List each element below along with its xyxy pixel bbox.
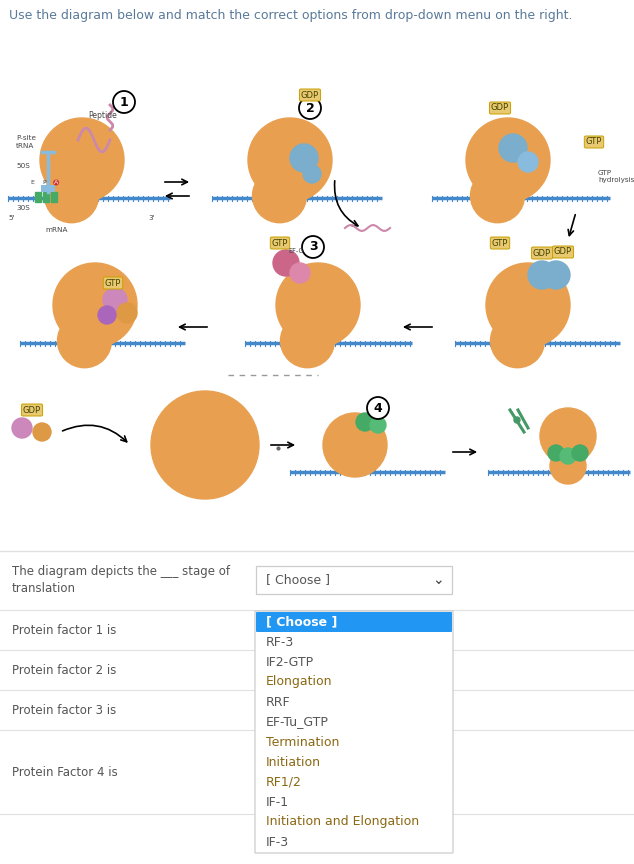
Text: mRNA: mRNA — [45, 227, 67, 233]
FancyBboxPatch shape — [256, 612, 452, 632]
Text: Use the diagram below and match the correct options from drop-down menu on the r: Use the diagram below and match the corr… — [10, 9, 573, 22]
Circle shape — [58, 314, 112, 368]
Circle shape — [370, 417, 386, 433]
Text: GTP: GTP — [105, 278, 121, 288]
Circle shape — [151, 391, 259, 499]
Circle shape — [290, 144, 318, 172]
Circle shape — [548, 445, 564, 461]
Text: 3: 3 — [309, 240, 317, 253]
Circle shape — [486, 263, 570, 347]
Circle shape — [367, 397, 389, 419]
Circle shape — [44, 168, 98, 223]
Text: GTP: GTP — [272, 238, 288, 247]
Text: E: E — [30, 180, 34, 185]
Text: [ Choose ]: [ Choose ] — [266, 766, 330, 778]
Circle shape — [323, 413, 387, 477]
Circle shape — [103, 288, 127, 312]
Text: IF2-GTP: IF2-GTP — [266, 656, 314, 669]
Circle shape — [356, 413, 374, 431]
Circle shape — [572, 445, 588, 461]
Text: RF1/2: RF1/2 — [266, 776, 302, 789]
Circle shape — [514, 417, 520, 423]
Text: Initiation and Elongation: Initiation and Elongation — [266, 816, 419, 829]
Text: GDP: GDP — [23, 405, 41, 415]
Text: Protein factor 3 is: Protein factor 3 is — [12, 703, 116, 716]
Circle shape — [299, 97, 321, 119]
Text: Peptide: Peptide — [88, 111, 117, 120]
Text: GTP
hydrolysis: GTP hydrolysis — [598, 170, 634, 183]
Circle shape — [117, 303, 137, 323]
Text: Termination: Termination — [266, 735, 339, 748]
Circle shape — [528, 261, 556, 289]
Text: GDP: GDP — [533, 249, 551, 257]
Text: 1: 1 — [120, 96, 128, 109]
Bar — [51, 192, 57, 202]
Text: EF-G: EF-G — [288, 248, 304, 254]
Text: 2: 2 — [306, 101, 314, 115]
Text: GDP: GDP — [301, 91, 319, 99]
Circle shape — [248, 118, 332, 202]
Circle shape — [273, 250, 299, 276]
Text: A: A — [54, 180, 58, 185]
Text: IF-3: IF-3 — [266, 835, 289, 848]
Text: GTP: GTP — [586, 137, 602, 147]
Text: Elongation: Elongation — [266, 676, 332, 689]
Bar — [35, 192, 41, 202]
Circle shape — [550, 448, 586, 484]
Circle shape — [53, 263, 137, 347]
Circle shape — [518, 152, 538, 172]
Text: Protein factor 1 is: Protein factor 1 is — [12, 624, 117, 637]
Circle shape — [40, 118, 124, 202]
Text: 3': 3' — [148, 215, 155, 221]
Circle shape — [499, 134, 527, 162]
Circle shape — [252, 168, 306, 223]
Text: 4: 4 — [373, 402, 382, 415]
Text: ⌄: ⌄ — [432, 765, 444, 779]
Text: P-site
tRNA: P-site tRNA — [16, 136, 36, 149]
Text: 30S: 30S — [16, 205, 30, 211]
Circle shape — [280, 314, 335, 368]
Circle shape — [276, 263, 360, 347]
Circle shape — [33, 423, 51, 441]
Circle shape — [113, 91, 135, 113]
FancyBboxPatch shape — [256, 566, 452, 594]
Text: IF-1: IF-1 — [266, 796, 289, 809]
Circle shape — [466, 118, 550, 202]
Circle shape — [470, 168, 524, 223]
Text: The diagram depicts the ___ stage of
translation: The diagram depicts the ___ stage of tra… — [12, 565, 230, 595]
Text: EF-Tu_GTP: EF-Tu_GTP — [266, 715, 329, 728]
Text: ⌄: ⌄ — [432, 573, 444, 587]
FancyBboxPatch shape — [255, 611, 453, 853]
Text: Initiation: Initiation — [266, 755, 321, 768]
Circle shape — [540, 408, 596, 464]
Text: [ Choose ]: [ Choose ] — [266, 615, 337, 628]
FancyBboxPatch shape — [256, 758, 452, 786]
Circle shape — [98, 306, 116, 324]
Text: 50S: 50S — [16, 163, 30, 169]
Bar — [43, 192, 49, 202]
Circle shape — [560, 448, 576, 464]
Circle shape — [302, 236, 324, 258]
Text: RRF: RRF — [266, 696, 290, 708]
Circle shape — [491, 314, 545, 368]
Text: 5': 5' — [8, 215, 15, 221]
Circle shape — [12, 418, 32, 438]
Circle shape — [290, 263, 310, 283]
Text: RF-3: RF-3 — [266, 636, 294, 649]
Text: [ Choose ]: [ Choose ] — [266, 574, 330, 587]
Circle shape — [303, 165, 321, 183]
Text: Protein Factor 4 is: Protein Factor 4 is — [12, 766, 118, 778]
Text: GDP: GDP — [554, 247, 572, 257]
Text: P: P — [42, 180, 46, 185]
Text: Protein factor 2 is: Protein factor 2 is — [12, 664, 117, 677]
Text: GTP: GTP — [492, 238, 508, 247]
Circle shape — [542, 261, 570, 289]
Text: GDP: GDP — [491, 104, 509, 112]
FancyBboxPatch shape — [41, 185, 55, 192]
